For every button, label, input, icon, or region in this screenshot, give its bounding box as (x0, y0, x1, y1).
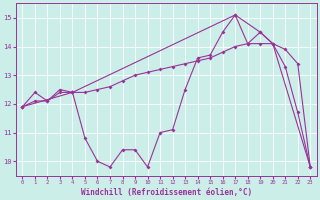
X-axis label: Windchill (Refroidissement éolien,°C): Windchill (Refroidissement éolien,°C) (81, 188, 252, 197)
